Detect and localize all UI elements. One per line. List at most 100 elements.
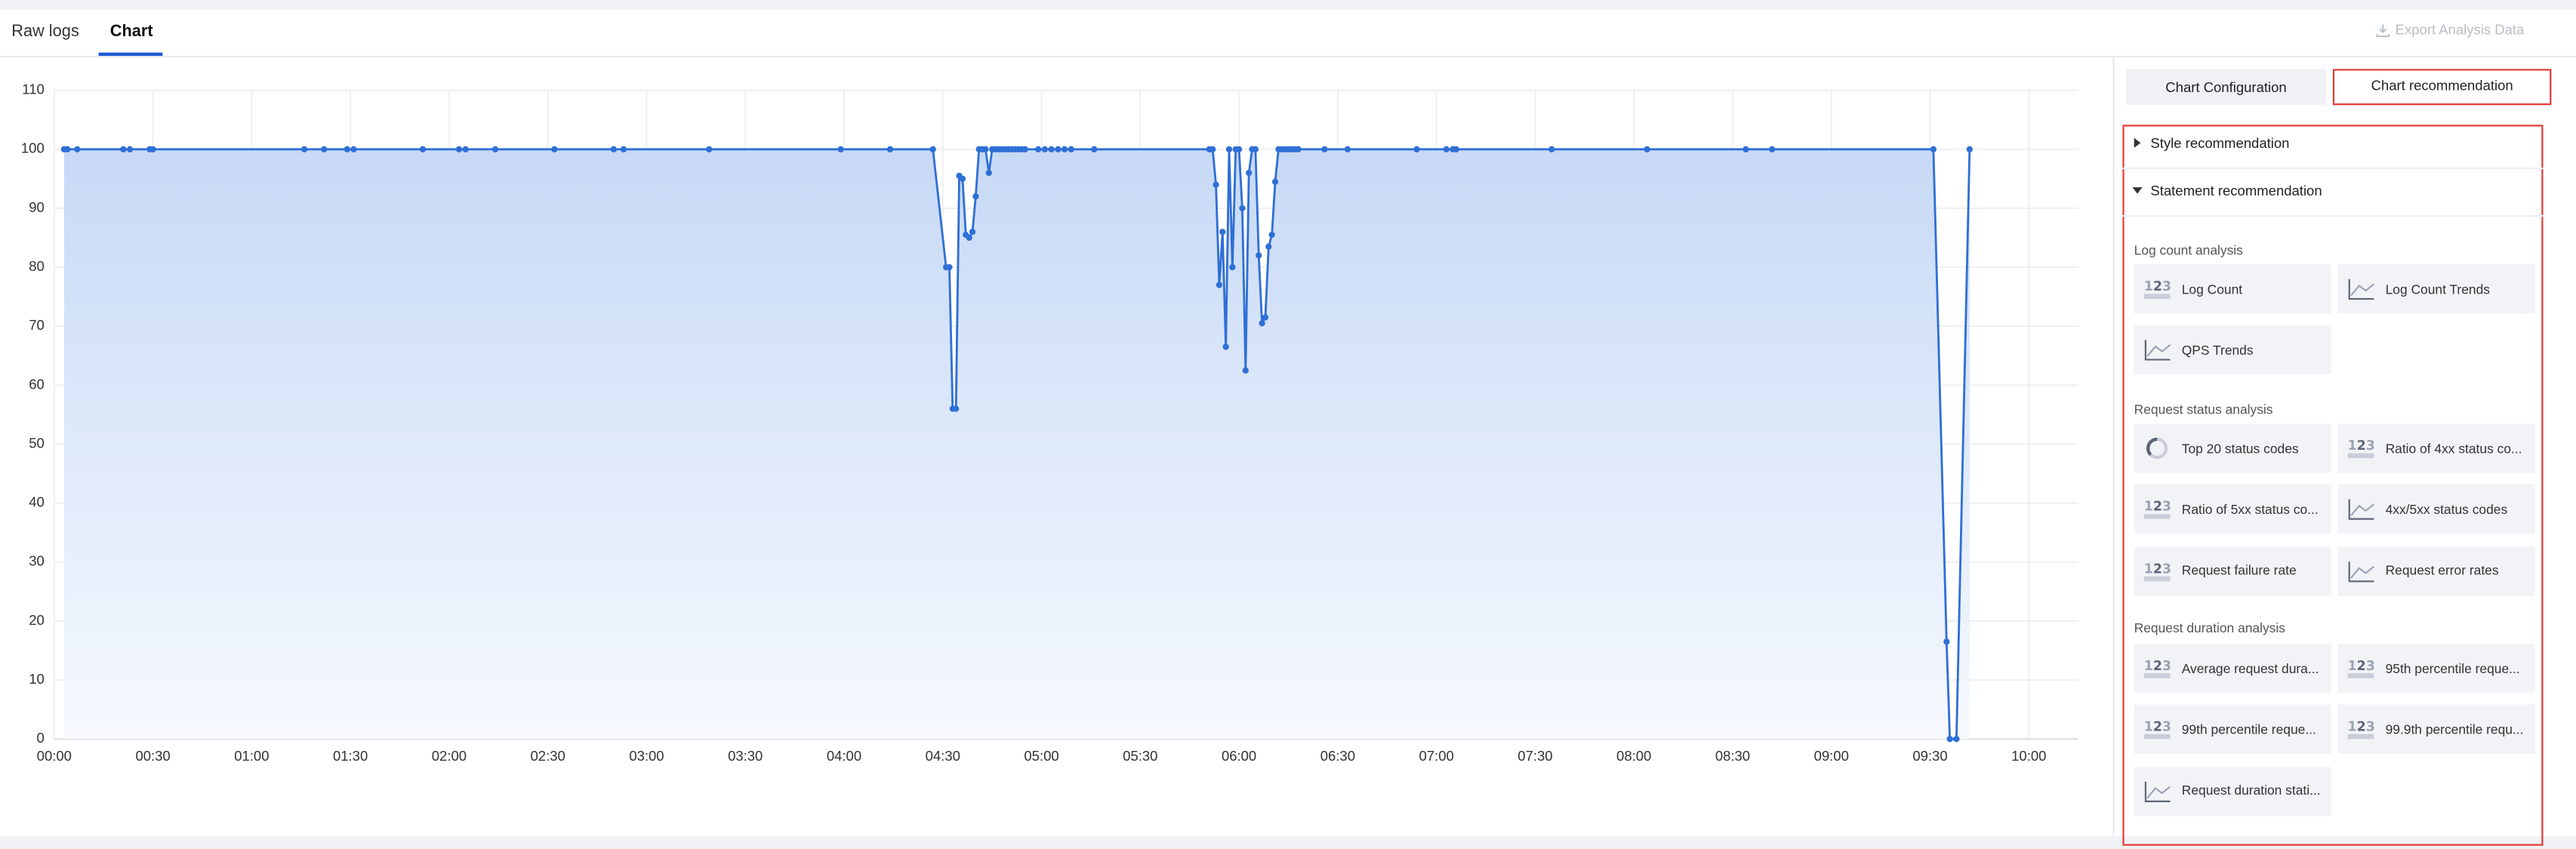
point <box>1091 146 1098 152</box>
tab-active[interactable]: Chart <box>109 23 153 42</box>
point <box>64 146 71 152</box>
point <box>1769 146 1776 152</box>
card-label: Log Count <box>2181 281 2243 297</box>
tab-underline <box>98 52 163 56</box>
x-tick-label: 10:00 <box>2011 748 2046 764</box>
point <box>620 146 627 152</box>
point <box>1068 146 1074 152</box>
y-tick-label: 40 <box>29 494 45 510</box>
recommend-card[interactable]: 123 Request failure rate <box>2134 546 2331 596</box>
config-button[interactable]: Chart Configuration <box>2125 69 2327 106</box>
point <box>344 146 350 152</box>
card-label: Request duration stati... <box>2181 783 2321 798</box>
card-label: Top 20 status codes <box>2181 441 2299 456</box>
chart: 0 10 20 30 40 50 60 70 80 90 100 110 00:00 00:30 01:00… <box>21 82 2078 764</box>
section-title: Style recommendation <box>2150 134 2290 152</box>
section-toggle[interactable]: Style recommendation <box>2132 134 2289 151</box>
point <box>929 146 936 152</box>
section-toggle[interactable]: Statement recommendation <box>2132 182 2322 199</box>
point <box>1235 146 1243 152</box>
trend-icon <box>2348 500 2375 521</box>
point <box>1041 146 1049 152</box>
point <box>1262 314 1269 321</box>
point <box>491 146 499 152</box>
svg-text:123: 123 <box>2348 659 2375 674</box>
number-icon: 123 <box>2143 500 2171 520</box>
recommend-card[interactable]: 4xx/5xx status codes <box>2337 484 2535 534</box>
point <box>1742 146 1749 152</box>
main-panel: Raw logs Chart Export Analysis Data 0 10 2… <box>0 10 2576 846</box>
svg-text:123: 123 <box>2348 438 2375 454</box>
recommend-card[interactable]: 123 99th percentile reque... <box>2134 705 2331 755</box>
recommend-card[interactable]: Log Count Trends <box>2337 264 2535 314</box>
area <box>63 149 1970 740</box>
recommend-card[interactable]: Request duration stati... <box>2134 766 2331 816</box>
x-tick-label: 08:30 <box>1715 748 1750 764</box>
y-tick-label: 90 <box>29 199 45 215</box>
point <box>1213 181 1219 188</box>
card-label: Log Count Trends <box>2385 281 2490 297</box>
x-tick-label: 05:00 <box>1024 748 1058 764</box>
x-tick-label: 09:00 <box>1814 748 1849 764</box>
point <box>1222 343 1229 350</box>
card-label: 99th percentile reque... <box>2181 722 2316 737</box>
y-tick-label: 110 <box>22 82 44 97</box>
point <box>969 229 976 235</box>
recommend-card[interactable]: 123 Ratio of 5xx status co... <box>2134 484 2331 534</box>
y-tick-label: 80 <box>29 258 45 274</box>
tab-divider <box>0 55 2576 58</box>
point <box>1295 146 1302 152</box>
card-label: 95th percentile reque... <box>2385 660 2520 676</box>
y-tick-label: 60 <box>29 376 45 392</box>
trend-icon <box>2348 561 2375 582</box>
point <box>1021 146 1028 152</box>
separator <box>2122 215 2544 217</box>
point <box>126 146 134 152</box>
point <box>1225 146 1233 152</box>
number-icon: 123 <box>2143 659 2171 678</box>
point <box>886 146 894 152</box>
x-tick-label: 00:30 <box>135 748 170 764</box>
x-tick-label: 03:30 <box>728 748 763 764</box>
recommend-card[interactable]: 123 99.9th percentile requ... <box>2337 705 2535 755</box>
point <box>74 146 81 152</box>
y-tick-label: 30 <box>29 553 45 569</box>
download-icon <box>2376 23 2390 36</box>
point <box>1946 736 1953 743</box>
card-label: Request error rates <box>2385 563 2499 579</box>
point <box>985 169 992 177</box>
svg-text:123: 123 <box>2144 500 2171 515</box>
tab[interactable]: Raw logs <box>11 23 79 42</box>
card-label: 4xx/5xx status codes <box>2385 502 2508 518</box>
number-icon: 123 <box>2347 720 2375 740</box>
card-label: Request failure rate <box>2181 563 2297 579</box>
point <box>455 146 463 152</box>
recommend-card[interactable]: Request error rates <box>2337 546 2535 596</box>
point <box>120 146 127 152</box>
x-tick-label: 08:00 <box>1616 748 1651 764</box>
recommend-card[interactable]: QPS Trends <box>2134 325 2331 375</box>
recommend-button[interactable]: Chart recommendation <box>2332 69 2552 106</box>
svg-text:123: 123 <box>2144 279 2171 294</box>
x-tick-label: 03:00 <box>629 748 664 764</box>
y-tick-label: 0 <box>36 730 44 746</box>
number-icon: 123 <box>2347 659 2375 678</box>
x-tick-label: 07:30 <box>1518 748 1552 764</box>
recommend-card[interactable]: Top 20 status codes <box>2134 423 2331 473</box>
point <box>1256 252 1262 259</box>
recommend-card[interactable]: 123 95th percentile reque... <box>2337 643 2535 694</box>
recommend-card[interactable]: 123 Ratio of 4xx status co... <box>2337 423 2535 473</box>
point <box>149 146 156 152</box>
export-button[interactable]: Export Analysis Data <box>2376 21 2525 38</box>
recommend-card[interactable]: 123 Average request dura... <box>2134 643 2331 694</box>
trend-icon <box>2348 278 2375 300</box>
point <box>551 146 558 152</box>
section-title: Statement recommendation <box>2150 182 2322 199</box>
x-tick-label: 04:00 <box>827 748 861 764</box>
number-icon: 123 <box>2143 279 2171 300</box>
point <box>1246 169 1253 177</box>
x-tick-label: 01:30 <box>333 748 368 764</box>
export-label: Export Analysis Data <box>2395 21 2525 38</box>
recommend-card[interactable]: 123 Log Count <box>2134 264 2331 314</box>
svg-text:123: 123 <box>2144 561 2171 577</box>
